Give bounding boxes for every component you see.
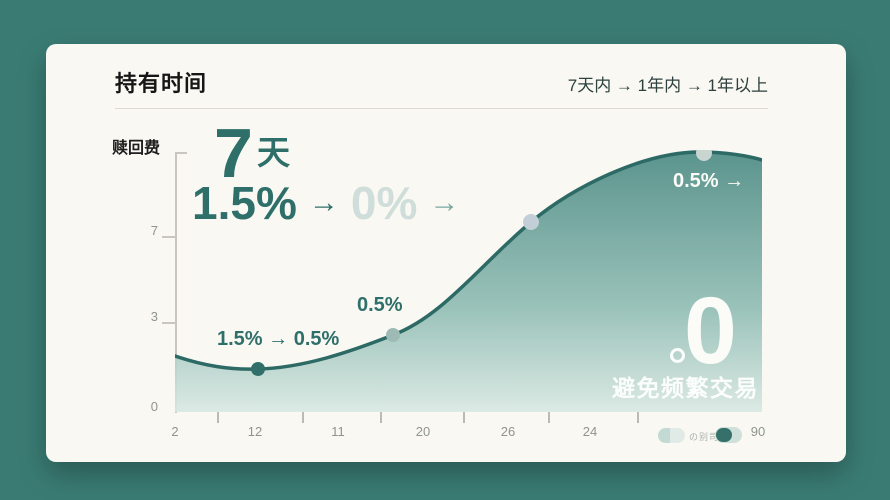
x-tick-label: 2	[171, 424, 179, 439]
y-tick-3: 3	[150, 309, 158, 324]
x-tick-label: 90	[750, 424, 766, 439]
legend-label: の别司	[689, 432, 720, 442]
x-tick-mark	[637, 412, 639, 423]
y-tick-7: 7	[150, 223, 158, 238]
arrow-right-icon: →	[308, 186, 339, 219]
callout-7-days: 7 天	[214, 118, 290, 188]
callout-day-value: 7	[214, 114, 253, 192]
fee-from-value: 1.5%	[192, 177, 297, 229]
data-point-1	[251, 362, 265, 376]
data-point-3	[523, 214, 539, 230]
annotation-fee-mid: 0.5%	[357, 294, 403, 316]
x-tick-mark	[548, 412, 550, 423]
data-point-2	[386, 328, 400, 342]
y-axis-label: 赎回费	[112, 140, 161, 157]
y-tick-0: 0	[150, 399, 158, 414]
x-tick-label: 20	[415, 424, 431, 439]
toggle-knob	[716, 428, 732, 442]
circle-icon	[670, 348, 685, 363]
x-tick-label: 12	[247, 424, 263, 439]
callout-zero-fee: 0	[684, 278, 737, 384]
y-axis-line	[175, 152, 177, 413]
y-tick-mark	[162, 322, 175, 324]
y-axis-top-tick	[175, 152, 187, 154]
x-tick-mark	[380, 412, 382, 423]
arrow-right-icon: →	[429, 186, 460, 219]
legend-swatch-pill[interactable]	[658, 428, 685, 443]
x-tick-label: 11	[331, 424, 345, 439]
x-tick-mark	[463, 412, 465, 423]
y-tick-mark	[162, 236, 175, 238]
x-tick-label: 26	[500, 424, 516, 439]
legend-toggle-switch[interactable]	[715, 427, 742, 443]
x-tick-label: 24	[582, 424, 598, 439]
annotation-fee-right: 0.5% →	[673, 170, 745, 192]
header-divider	[115, 108, 768, 109]
fee-to-value: 0%	[350, 177, 418, 229]
x-tick-mark	[217, 412, 219, 423]
x-tick-mark	[302, 412, 304, 423]
fee-curve-plot	[175, 150, 762, 412]
callout-day-unit: 天	[256, 134, 290, 171]
holding-range-text: 7天内 → 1年内 → 1年以上	[567, 76, 768, 95]
annotation-fee-drop: 1.5% → 0.5%	[217, 328, 340, 350]
callout-fee-transition: 1.5% → 0% →	[192, 180, 459, 226]
page-title: 持有时间	[115, 71, 208, 96]
info-card: 持有时间 7天内 → 1年内 → 1年以上 赎回费 7 3 0 2 12 11 …	[46, 44, 846, 462]
callout-zero-caption: 避免频繁交易	[612, 375, 759, 401]
data-point-4	[696, 150, 712, 161]
